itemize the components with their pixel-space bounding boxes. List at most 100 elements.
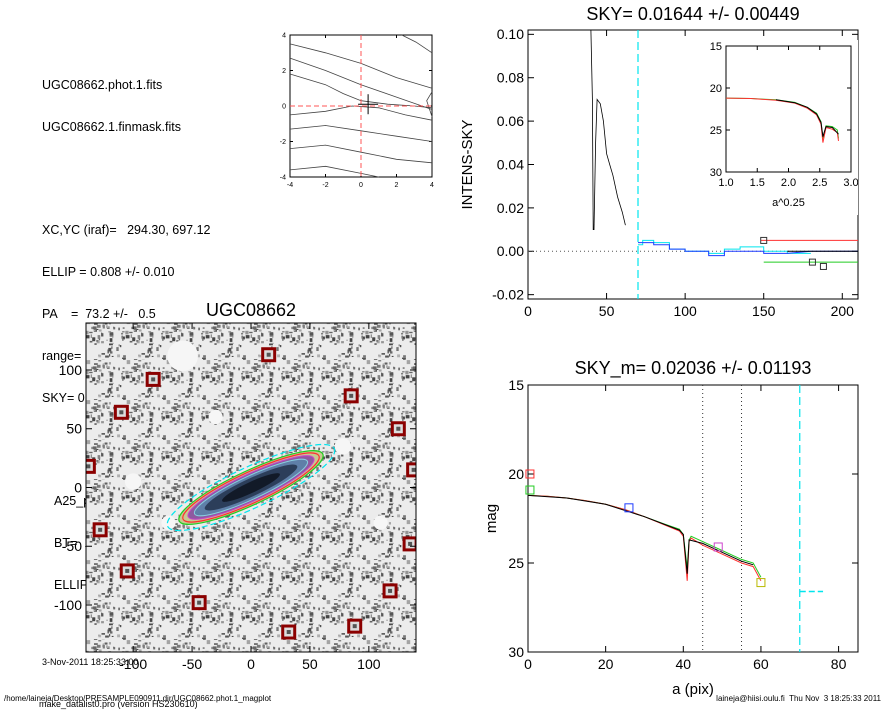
- sky-ytick-label: 0.04: [497, 156, 524, 172]
- galaxy: [166, 443, 336, 532]
- mag-xtick-label: 60: [753, 656, 769, 672]
- masked-star-core: [151, 377, 156, 382]
- inset-xtick-label: 1.0: [718, 177, 733, 189]
- mag-marker-green: [525, 485, 535, 495]
- image-ytick-label: -50: [62, 538, 82, 554]
- mag-frame: [527, 384, 859, 653]
- run-date: 3-Nov-2011 18:25:33.00: [42, 657, 139, 667]
- mag-marker-olive: [756, 578, 766, 588]
- inset-xtick-label: 2.5: [812, 177, 827, 189]
- contour-ytick-label: 0: [282, 103, 286, 110]
- sky-profile-inner: [590, 29, 626, 231]
- image-ytick-label: 100: [59, 362, 83, 378]
- masked-star-core: [408, 541, 413, 546]
- contour-ytick-label: -2: [280, 139, 286, 146]
- mag-line-red: [527, 494, 762, 582]
- masked-star-core: [388, 588, 393, 593]
- fits-file-name: UGC08662.phot.1.fits: [42, 78, 163, 92]
- sky-profile-blue: [638, 242, 858, 257]
- masked-star-core: [349, 393, 354, 398]
- contour-line: [289, 125, 433, 142]
- masked-star-core: [266, 352, 271, 357]
- mag-xtick-label: 0: [524, 656, 532, 672]
- inset-xlabel: a^0.25: [772, 197, 805, 209]
- mag-ytick-label: 20: [508, 466, 524, 482]
- masked-region: [373, 515, 388, 530]
- contour-xtick-label: 4: [430, 182, 434, 189]
- iso-contour-cyan: [166, 443, 336, 532]
- sky-marker: [760, 236, 768, 244]
- mag-ylabel: mag: [483, 504, 500, 533]
- mag-marker-blue: [624, 503, 634, 513]
- footer-path: /home/laineja/Desktop/PRESAMPLE090911.di…: [4, 694, 272, 703]
- sky-xtick-label: 100: [673, 303, 697, 319]
- inset-ytick-label: 20: [710, 83, 722, 95]
- mag-ytick-label: 30: [508, 644, 524, 660]
- inset-plot: 1.0 1.5 2.0 2.5 3.0 15 20 25 30 a^0.25: [668, 40, 859, 215]
- sky-ytick-label: 0.02: [497, 200, 524, 216]
- masked-star-core: [352, 624, 357, 629]
- contour-line: [289, 105, 433, 121]
- mag-title: SKY_m= 0.02036 +/- 0.01193: [575, 358, 812, 379]
- inset-xtick-label: 1.5: [750, 177, 765, 189]
- contour-xtick-label: -2: [322, 182, 328, 189]
- contour-ytick-label: 2: [282, 68, 286, 75]
- sky-xtick-label: 0: [524, 303, 532, 319]
- inset-xtick-label: 2.0: [781, 177, 796, 189]
- galaxy-image-plot: UGC08662 -100 -50 0 50 100 -100 -50 0 50 100: [54, 300, 417, 672]
- contour-line: [289, 165, 379, 178]
- mag-marker-purple: [713, 542, 723, 552]
- masked-region: [334, 438, 352, 455]
- masked-region: [124, 473, 142, 490]
- galaxy-core: [222, 473, 280, 502]
- masked-region: [161, 515, 176, 530]
- image-ytick-label: -100: [54, 597, 82, 613]
- image-ytick-label: 50: [66, 421, 82, 437]
- image-xtick-label: -50: [182, 656, 202, 672]
- mag-xtick-label: 80: [831, 656, 847, 672]
- inset-line-black: [775, 99, 839, 137]
- contour-plot: -4 -2 0 2 4 -4 -2 0 2 4: [280, 32, 434, 189]
- sky-ytick-label: -0.02: [492, 287, 524, 303]
- contour-ytick-label: 4: [282, 32, 286, 39]
- contour-line: [401, 34, 433, 54]
- mag-ytick-label: 25: [508, 555, 524, 571]
- footer-user-date: laineja@hiisi.oulu.fi Thu Nov 3 18:25:33…: [716, 694, 881, 703]
- sky-marker: [819, 262, 827, 270]
- image-xtick-label: 100: [357, 656, 381, 672]
- sky-xtick-label: 200: [831, 303, 855, 319]
- iso-contour-red: [182, 452, 320, 523]
- mag-xlabel: a (pix): [672, 681, 714, 698]
- masked-star-core: [98, 527, 103, 532]
- masked-star-core: [396, 426, 401, 431]
- image-xtick-label: -100: [119, 656, 147, 672]
- contour-xtick-label: 2: [395, 182, 399, 189]
- contour-line: [289, 144, 433, 164]
- mag-xtick-label: 20: [598, 656, 614, 672]
- image-title: UGC08662: [206, 300, 296, 320]
- magnitude-plot: 0 20 40 60 80 15 20 25 30 SKY_m= 0.02036 +/- 0.01…: [483, 358, 859, 698]
- mag-xtick-label: 40: [676, 656, 692, 672]
- fit-parameters: XC,YC (iraf)= 294.30, 697.12 ELLIP = 0.8…: [42, 195, 211, 433]
- mag-line-black: [527, 494, 754, 574]
- sky-xtick-label: 50: [599, 303, 615, 319]
- sky-ytick-label: 0.00: [497, 243, 524, 259]
- file-names: UGC08662.phot.1.fits UGC08662.1.finmask.…: [42, 50, 211, 162]
- masked-star-core: [197, 600, 202, 605]
- contour-line: [426, 91, 433, 117]
- masked-region: [167, 340, 198, 372]
- image-xtick-label: 0: [247, 656, 255, 672]
- inset-ytick-label: 25: [710, 125, 722, 137]
- mag-ytick-label: 15: [508, 377, 524, 393]
- masked-region: [208, 409, 223, 425]
- mag-line-green: [527, 494, 762, 578]
- sky-xtick-label: 150: [752, 303, 776, 319]
- sky-ytick-label: 0.06: [497, 113, 524, 129]
- masked-star-core: [286, 630, 291, 635]
- sky-ytick-label: 0.08: [497, 70, 524, 86]
- contour-ytick-label: -4: [280, 174, 286, 181]
- center-coords: XC,YC (iraf)= 294.30, 697.12: [42, 223, 211, 237]
- masked-star-core: [411, 467, 416, 472]
- contour-line: [289, 43, 433, 89]
- sky-title: SKY= 0.01644 +/- 0.00449: [586, 4, 799, 24]
